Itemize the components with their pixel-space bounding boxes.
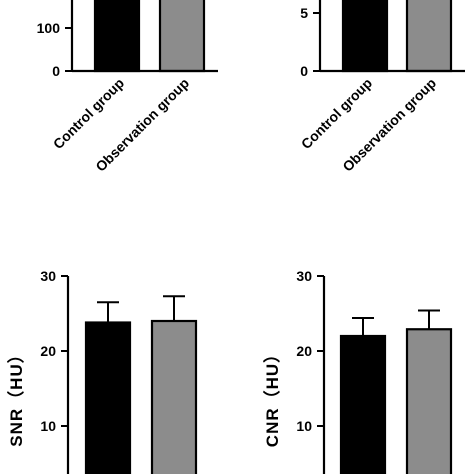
bar-top-right-0	[341, 0, 389, 73]
bar-bottom-left-1	[150, 319, 198, 474]
bar-bottom-right-0	[339, 334, 387, 474]
chart-panel-bottom-right: 10 20 30 CNR（HU）	[262, 268, 453, 474]
y-tick-label-top-right-0: 0	[300, 63, 308, 79]
y-tick-label-bottom-right-2: 30	[296, 268, 312, 284]
y-tick-label-bottom-right-1: 20	[296, 343, 312, 359]
bar-bottom-left-0	[84, 321, 132, 474]
bar-top-left-1	[158, 0, 206, 73]
y-tick-label-top-left-1: 100	[37, 20, 61, 36]
y-axis-title-bottom-left: SNR（HU）	[6, 345, 26, 446]
bar-top-right-1	[405, 0, 453, 73]
y-tick-label-bottom-left-2: 30	[40, 268, 56, 284]
y-tick-label-top-right-1: 5	[300, 5, 308, 21]
y-tick-label-bottom-left-1: 20	[40, 343, 56, 359]
y-tick-label-bottom-right-0: 10	[296, 418, 312, 434]
y-tick-label-bottom-left-0: 10	[40, 418, 56, 434]
y-axis-title-bottom-right: CNR（HU）	[262, 345, 282, 447]
chart-panel-bottom-left: 10 20 30 SNR（HU）	[6, 268, 198, 474]
bar-bottom-right-1	[405, 328, 453, 474]
y-tick-label-top-left-0: 0	[52, 63, 60, 79]
bar-top-left-0	[93, 0, 141, 73]
